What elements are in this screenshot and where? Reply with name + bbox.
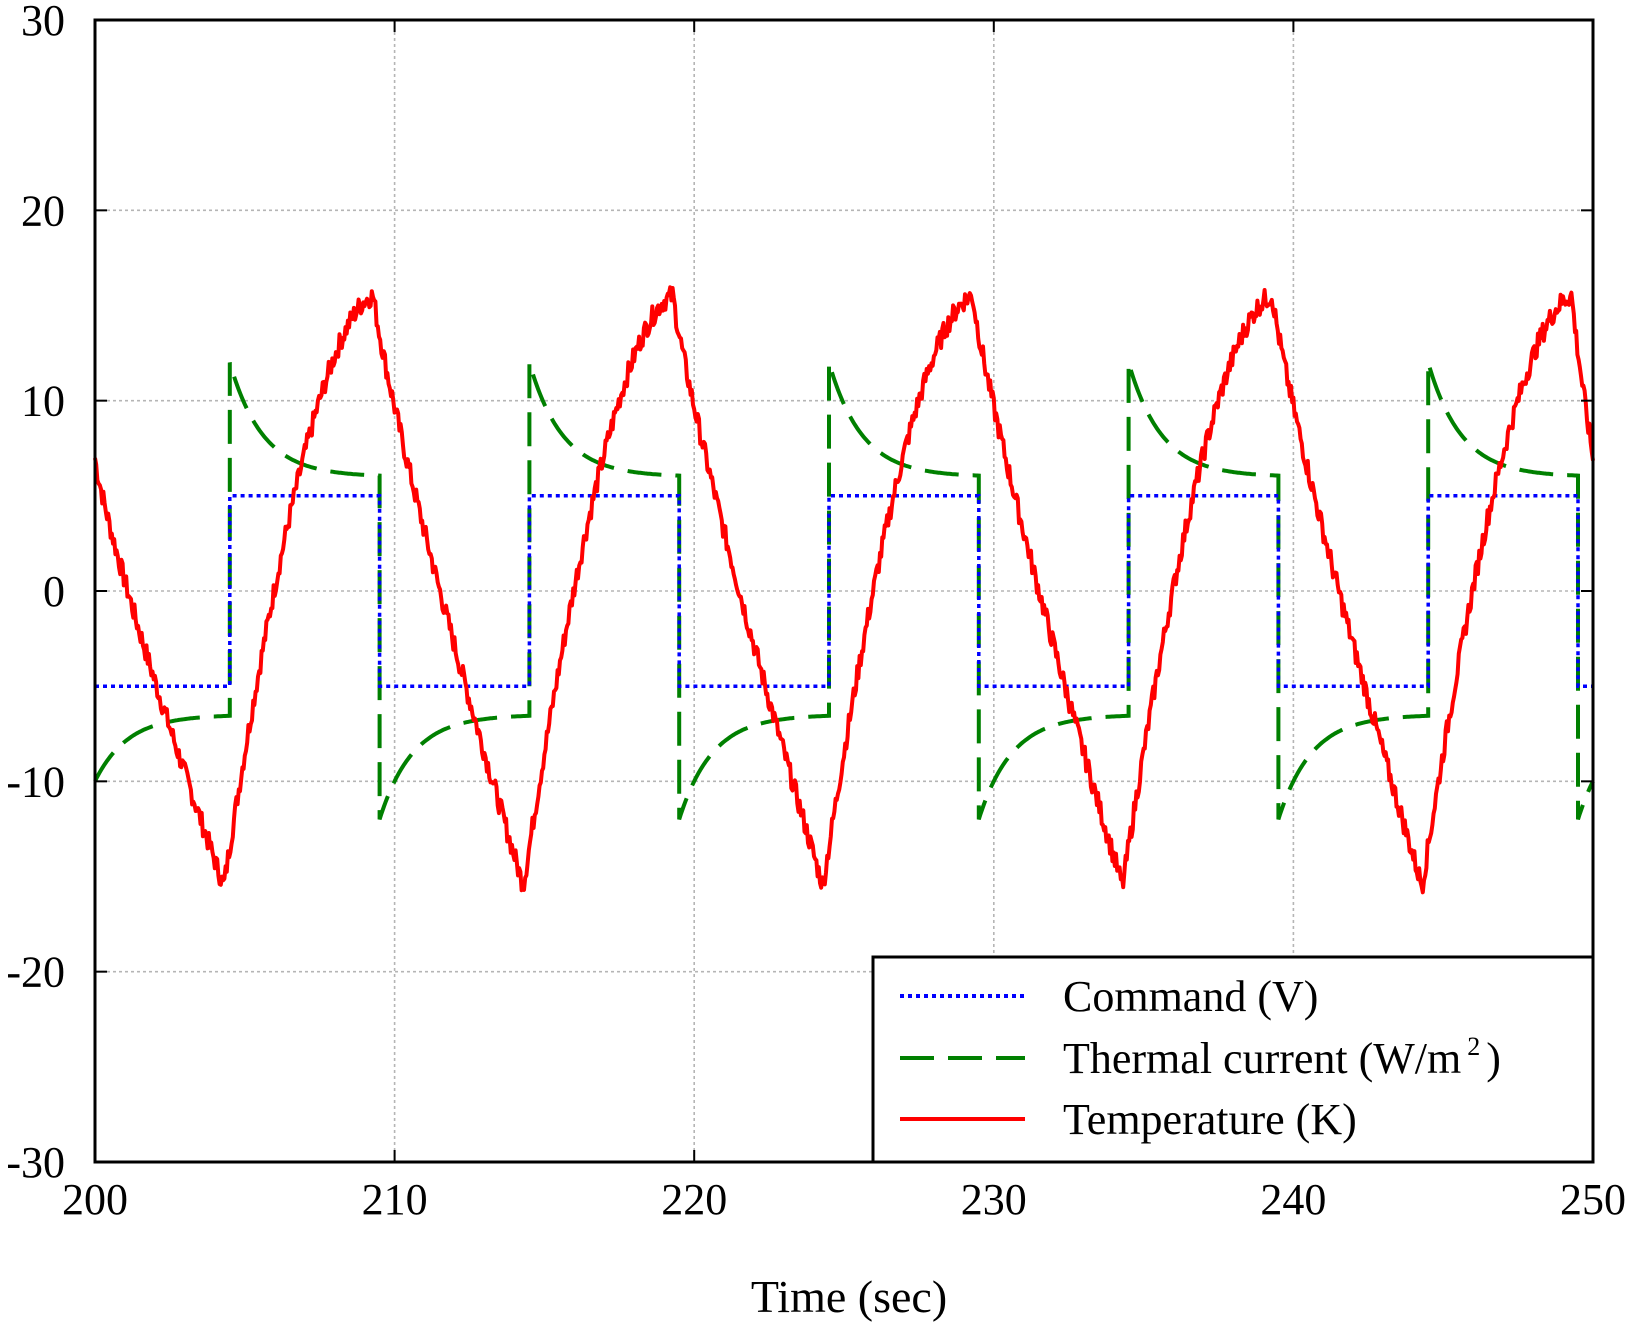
x-axis-title: Time (sec) <box>751 1271 947 1322</box>
legend-label-thermal-current-text: Thermal current (W/m <box>1063 1034 1461 1083</box>
x-tick-label: 210 <box>362 1175 428 1224</box>
legend-label-command-close: ) <box>1304 972 1319 1021</box>
legend-superscript: 2 <box>1467 1032 1480 1061</box>
legend-label-command: Command (V) <box>1063 972 1318 1021</box>
y-tick-label: 20 <box>21 186 65 235</box>
x-tick-label: 230 <box>961 1175 1027 1224</box>
legend: Command (V) Thermal current (W/m 2) Tempe… <box>871 955 1595 1164</box>
x-tick-label: 200 <box>62 1175 128 1224</box>
y-tick-label: -30 <box>6 1138 65 1187</box>
series-line-temperature <box>93 285 1595 895</box>
series-line-thermal-current <box>93 362 1595 821</box>
tick-labels: 200 210 220 230 240 250 -30 -20 -10 0 10 20 30 <box>6 0 1626 1224</box>
legend-box <box>871 955 1595 1164</box>
x-tick-label: 220 <box>661 1175 727 1224</box>
y-tick-label: -20 <box>6 948 65 997</box>
legend-label-thermal-current-close: ) <box>1486 1034 1501 1083</box>
legend-label-command-text: Command (V <box>1063 972 1304 1021</box>
y-tick-label: 30 <box>21 0 65 45</box>
y-tick-label: 0 <box>43 567 65 616</box>
y-tick-label: -10 <box>6 757 65 806</box>
x-tick-label: 240 <box>1260 1175 1326 1224</box>
y-tick-label: 10 <box>21 377 65 426</box>
series-layer <box>93 285 1595 895</box>
legend-label-thermal-current: Thermal current (W/m 2) <box>1063 1032 1501 1083</box>
legend-label-temperature: Temperature (K) <box>1063 1095 1357 1144</box>
series-line-command <box>95 494 1593 688</box>
x-tick-label: 250 <box>1560 1175 1626 1224</box>
